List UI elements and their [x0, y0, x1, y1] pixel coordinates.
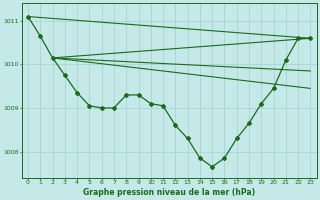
X-axis label: Graphe pression niveau de la mer (hPa): Graphe pression niveau de la mer (hPa): [83, 188, 255, 197]
